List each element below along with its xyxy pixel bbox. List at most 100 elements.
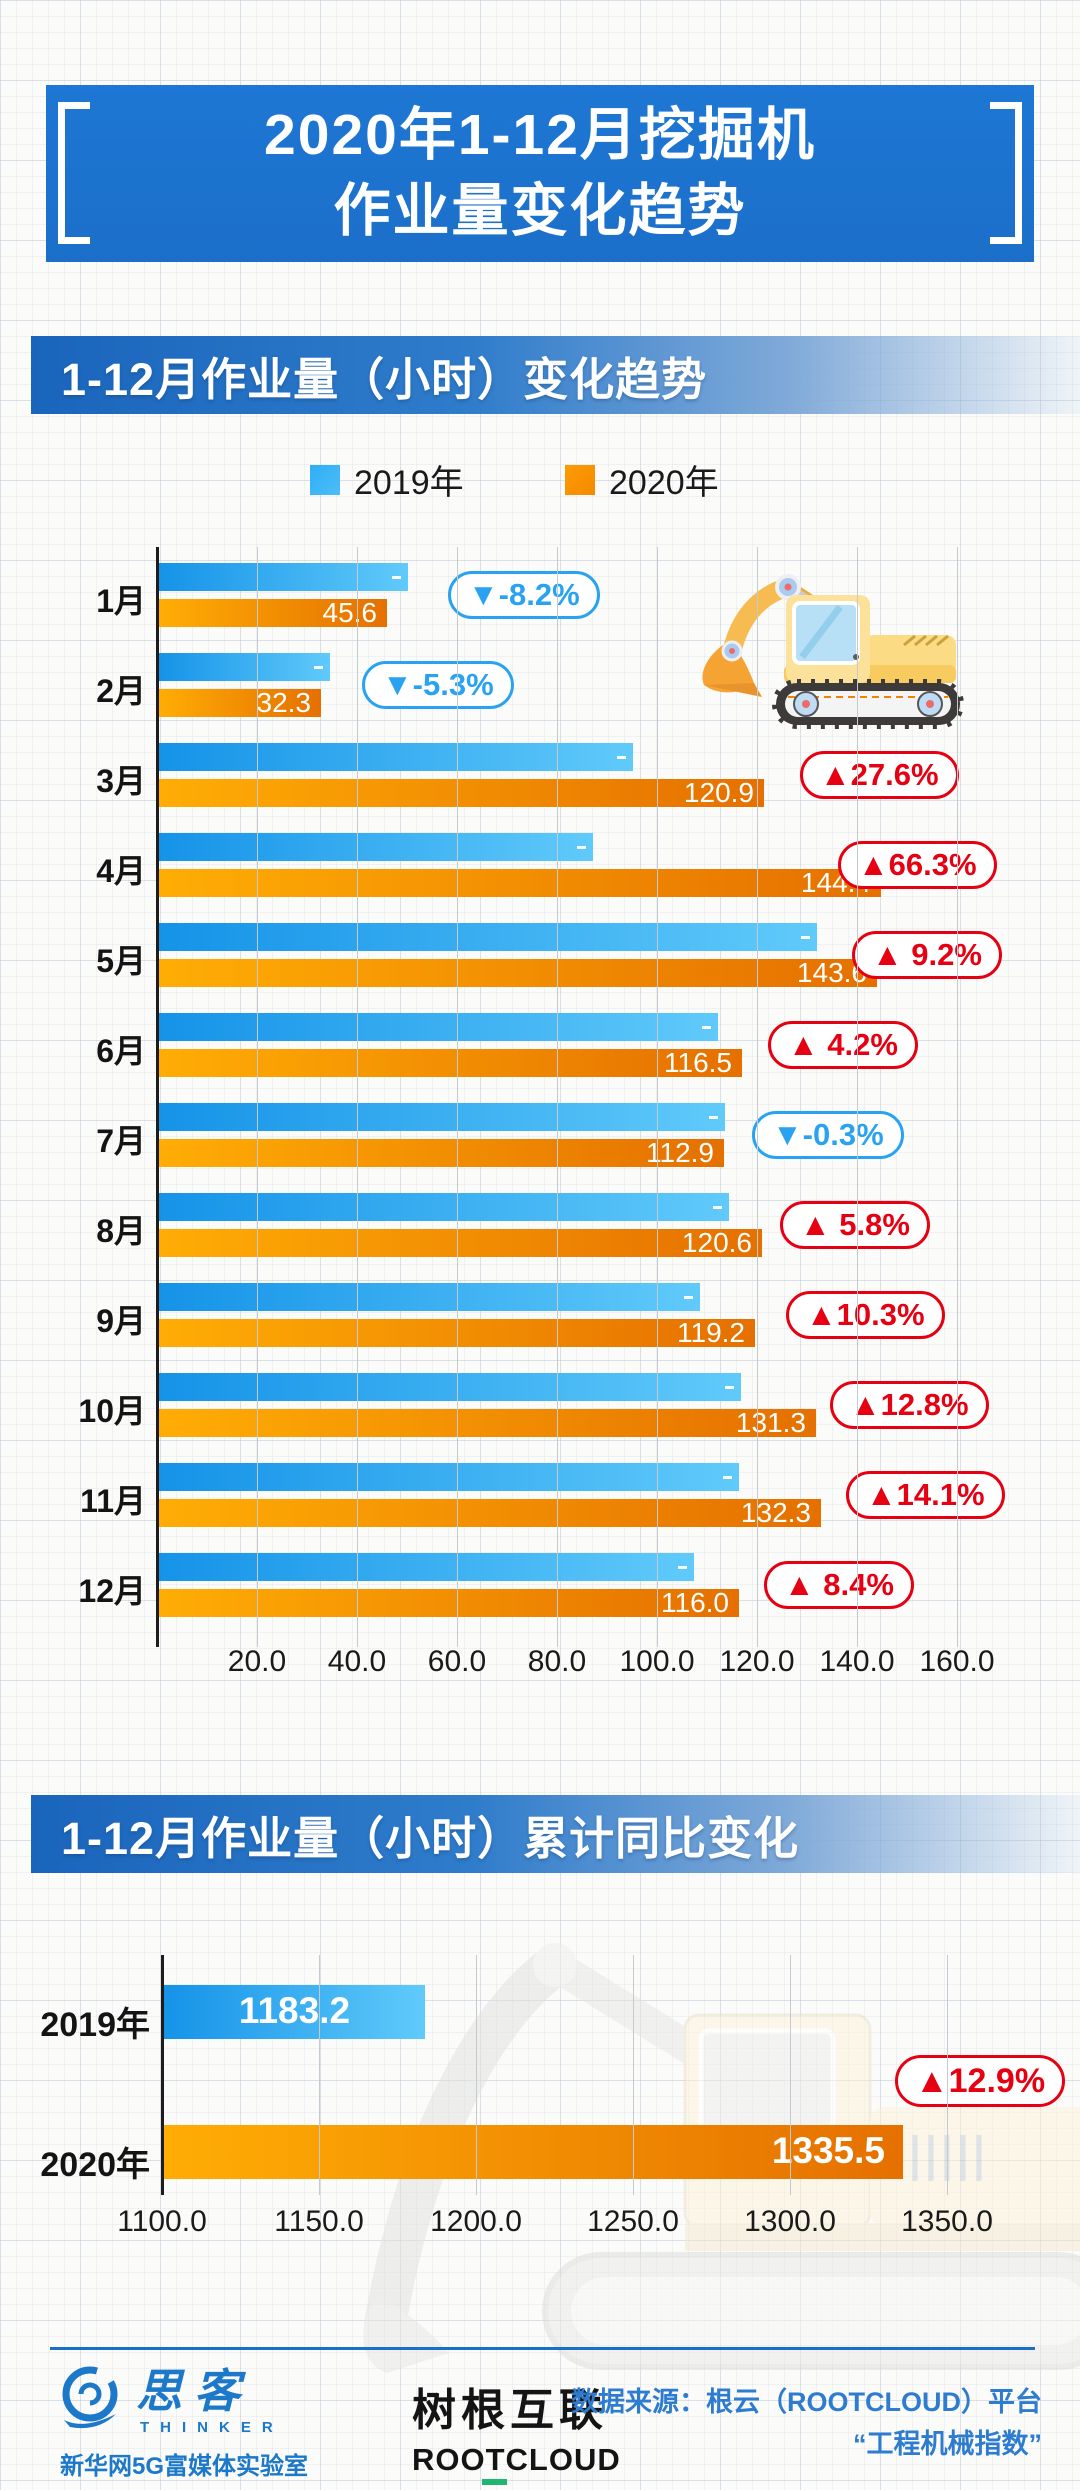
- month-row: 2月 32.3 ▼-5.3%: [0, 653, 1080, 718]
- month-label: 1月: [96, 583, 146, 619]
- rootcloud-logo-name: 树根互联: [412, 2386, 608, 2435]
- rootcloud-logo-latin-text: ROOTCLOUD: [412, 2442, 621, 2477]
- gridline: [957, 547, 958, 1647]
- page-title: 2020年1-12月挖掘机 作业量变化趋势: [264, 98, 816, 248]
- thinker-logo-subtitle: 新华网5G富媒体实验室: [60, 2452, 309, 2480]
- gridline: [557, 547, 558, 1647]
- bar-2019: [159, 1373, 741, 1401]
- bar-2019: [159, 1103, 725, 1131]
- thinker-logo-latin: THINKER: [140, 2418, 284, 2436]
- bar-2020: 120.9: [159, 777, 764, 808]
- month-label: 3月: [96, 763, 146, 799]
- axis-tick-label: 100.0: [619, 1645, 695, 1678]
- title-banner: 2020年1-12月挖掘机 作业量变化趋势: [46, 85, 1034, 262]
- cumulative-section-title: 1-12月作业量（小时）累计同比变化: [61, 1812, 800, 1864]
- yoy-badge: ▼-0.3%: [752, 1111, 904, 1159]
- month-label: 12月: [78, 1573, 146, 1609]
- month-label: 7月: [96, 1123, 146, 1159]
- monthly-ticks: 20.0 40.0 60.0 80.0 100.0 120.0 140.0 160.0: [0, 1645, 1080, 1685]
- month-row: 3月 120.9 ▲27.6%: [0, 743, 1080, 808]
- month-label: 6月: [96, 1033, 146, 1069]
- bar-2019: [159, 1193, 729, 1221]
- month-label: 10月: [78, 1393, 146, 1429]
- axis-tick-label: 120.0: [719, 1645, 795, 1678]
- axis-tick-label: 1250.0: [587, 2205, 679, 2238]
- axis-tick-label: 1100.0: [117, 2205, 207, 2238]
- bar-2020: 32.3: [159, 687, 321, 718]
- gridline: [857, 547, 858, 1647]
- month-row: 10月 131.3 ▲12.8%: [0, 1373, 1080, 1438]
- bar-2020-value: 120.6: [681, 1227, 752, 1258]
- legend-swatch-2019-icon: [310, 464, 340, 495]
- yoy-badge: ▲ 5.8%: [780, 1201, 930, 1249]
- yoy-badge: ▲ 4.2%: [768, 1021, 918, 1069]
- cumulative-yoy-badge: ▲12.9%: [895, 2055, 1066, 2107]
- gridline: [947, 1955, 948, 2195]
- monthly-y-axis: [156, 547, 159, 1647]
- axis-tick-label: 160.0: [919, 1645, 995, 1678]
- monthly-chart: 1月 45.6 ▼-8.2% 2月 32.3 ▼-5.3% 3月 120.9 ▲…: [0, 547, 1080, 1703]
- month-label: 11月: [80, 1483, 146, 1519]
- bar-2020: 143.6: [159, 957, 877, 988]
- yoy-badge: ▼-8.2%: [448, 571, 600, 619]
- legend-item-2019: 2019年: [310, 455, 464, 504]
- thinker-logo: 思客 THINKER 新华网5G富媒体实验室: [60, 2366, 360, 2481]
- bar-2020: 116.5: [159, 1047, 742, 1078]
- axis-tick-label: 140.0: [819, 1645, 895, 1678]
- month-label: 9月: [96, 1303, 146, 1339]
- gridline: [476, 1955, 477, 2195]
- axis-tick-label: 60.0: [427, 1645, 487, 1678]
- gridline: [757, 547, 758, 1647]
- yoy-badge: ▼-5.3%: [362, 661, 514, 709]
- bar-2020-value: 120.9: [683, 777, 754, 808]
- bar-2019: [159, 1553, 694, 1581]
- bracket-left-icon: [58, 102, 90, 244]
- thinker-logo-name: 思客: [136, 2365, 252, 2417]
- data-source-line1: 数据来源：根云（ROOTCLOUD）平台: [571, 2387, 1042, 2417]
- yoy-badge: ▲10.3%: [786, 1291, 945, 1339]
- gridline: [790, 1955, 791, 2195]
- cumulative-y-axis: [161, 1955, 164, 2195]
- cumulative-bar-2019: 1183.2: [164, 1985, 425, 2039]
- data-source: 数据来源：根云（ROOTCLOUD）平台 “工程机械指数”: [571, 2382, 1042, 2466]
- legend-swatch-2020-icon: [565, 464, 595, 495]
- legend-label-2019: 2019年: [354, 464, 464, 502]
- axis-tick-label: 1300.0: [744, 2205, 836, 2238]
- footer-divider: [50, 2347, 1035, 2350]
- thinker-logo-icon: [62, 2366, 118, 2429]
- yoy-badge: ▲14.1%: [846, 1471, 1005, 1519]
- gridline: [457, 547, 458, 1647]
- axis-tick-label: 40.0: [327, 1645, 387, 1678]
- bar-2020-value: 119.2: [677, 1317, 745, 1348]
- cumulative-value-2020: 1335.5: [771, 2130, 885, 2171]
- cumulative-value-2019: 1183.2: [238, 1990, 351, 2031]
- yoy-badge: ▲ 8.4%: [764, 1561, 914, 1609]
- yoy-badge: ▲12.8%: [830, 1381, 989, 1429]
- bar-2020-value: 45.6: [322, 597, 378, 628]
- legend-label-2020: 2020年: [609, 464, 719, 502]
- month-row: 1月 45.6 ▼-8.2%: [0, 563, 1080, 628]
- excavator-icon: [702, 574, 964, 729]
- axis-tick-label: 80.0: [527, 1645, 587, 1678]
- gridline: [657, 547, 658, 1647]
- bar-2020-value: 131.3: [735, 1407, 806, 1438]
- month-row: 9月 119.2 ▲10.3%: [0, 1283, 1080, 1348]
- month-row: 8月 120.6 ▲ 5.8%: [0, 1193, 1080, 1258]
- cumulative-bar-2020: 1335.5: [164, 2125, 903, 2179]
- bar-2020-value: 116.5: [664, 1047, 732, 1078]
- cumulative-ticks: 1100.0 1150.0 1200.0 1250.0 1300.0 1350.0: [0, 2205, 1080, 2245]
- bar-2019: [159, 1013, 718, 1041]
- bar-2020: 45.6: [159, 597, 387, 628]
- month-row: 6月 116.5 ▲ 4.2%: [0, 1013, 1080, 1078]
- month-label: 4月: [96, 853, 146, 889]
- bar-2020: 131.3: [159, 1407, 816, 1438]
- bar-2019: [159, 743, 633, 771]
- axis-tick-label: 1150.0: [274, 2205, 364, 2238]
- month-row: 12月 116.0 ▲ 8.4%: [0, 1553, 1080, 1618]
- bar-2019: [159, 1463, 739, 1491]
- rootcloud-logo: 树根互联 ROOTCLOUD: [412, 2374, 621, 2485]
- axis-tick-label: 1350.0: [901, 2205, 993, 2238]
- axis-tick-label: 20.0: [227, 1645, 287, 1678]
- bar-2020-value: 32.3: [256, 687, 312, 718]
- bar-2019: [159, 653, 330, 681]
